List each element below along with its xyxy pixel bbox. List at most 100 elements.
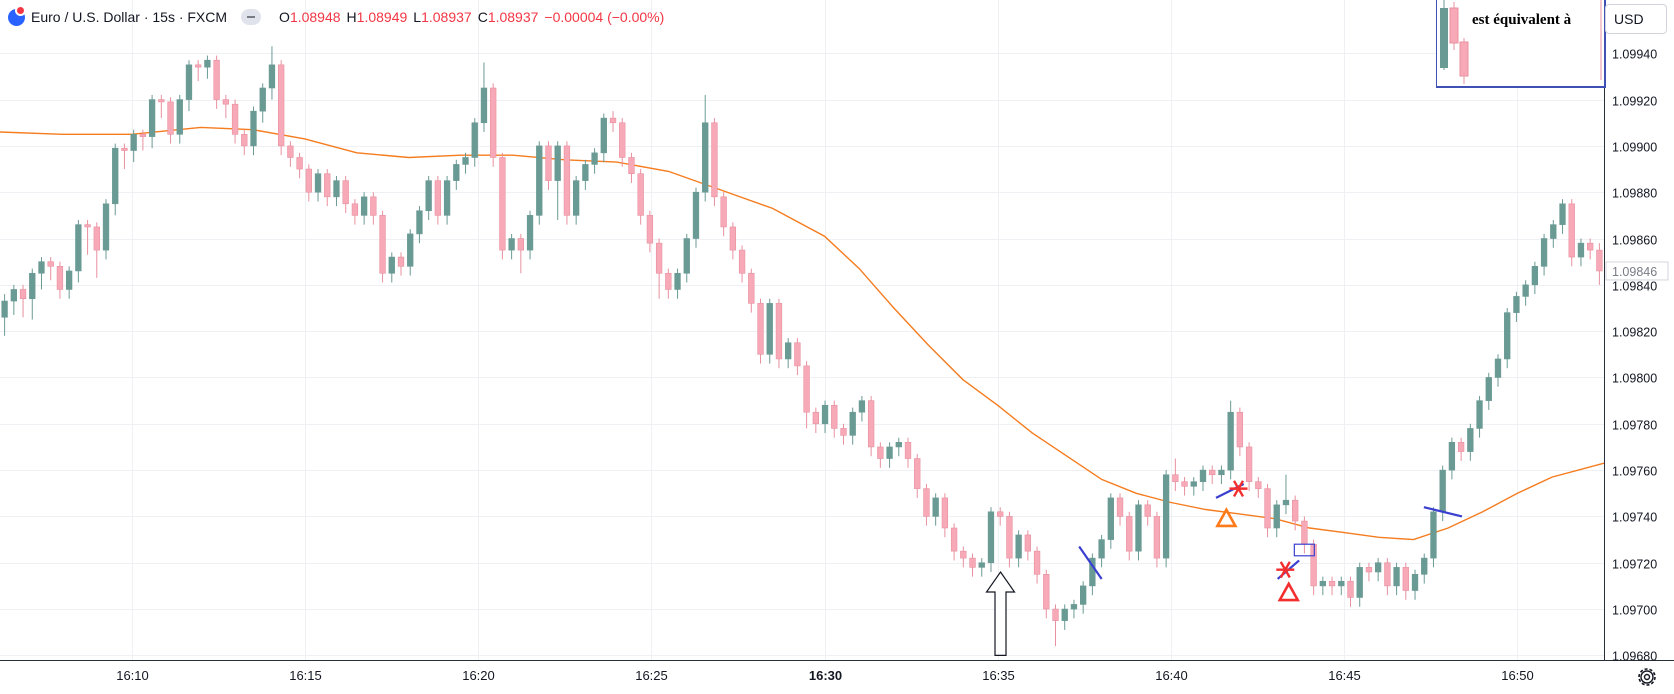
- candle: [93, 222, 100, 278]
- candle: [158, 94, 165, 119]
- candle: [1255, 477, 1262, 498]
- candle-body: [416, 210, 423, 235]
- candle: [517, 233, 524, 274]
- symbol-title[interactable]: Euro / U.S. Dollar · 15s · FXCM: [31, 9, 228, 25]
- candle: [139, 129, 147, 151]
- candle: [38, 257, 45, 290]
- candle-body: [56, 266, 64, 290]
- candle: [1356, 562, 1363, 607]
- candle: [1559, 199, 1566, 234]
- candle-body: [674, 272, 681, 290]
- candle: [1577, 238, 1585, 267]
- candle: [1522, 280, 1529, 306]
- candle-body: [932, 497, 939, 517]
- candle: [1550, 220, 1557, 248]
- ohlc-low-value: 1.08937: [421, 9, 472, 25]
- candle: [148, 94, 156, 149]
- candle: [1457, 437, 1465, 461]
- candle: [1061, 604, 1068, 630]
- candle: [674, 268, 681, 299]
- candle-body: [1199, 469, 1207, 482]
- candle-body: [185, 64, 193, 100]
- candle-body: [1485, 377, 1492, 401]
- candle: [867, 396, 875, 457]
- candle: [1273, 500, 1280, 538]
- x-tick-label: 16:30: [809, 668, 842, 683]
- candle-body: [222, 99, 230, 105]
- candle-body: [1338, 580, 1345, 587]
- chart-settings-gear-icon[interactable]: [1636, 666, 1658, 688]
- candle-body: [1282, 499, 1290, 506]
- price-axis[interactable]: 1.09940 1.09920 1.09900 1.09880 1.09860 1.098…: [1605, 48, 1669, 664]
- candle: [969, 553, 976, 577]
- candle: [462, 152, 469, 174]
- candle: [259, 83, 266, 123]
- candle: [278, 60, 285, 156]
- candle-body: [213, 59, 220, 100]
- candle-body: [259, 87, 266, 112]
- candle: [1476, 396, 1483, 438]
- candle: [1024, 530, 1032, 561]
- candle-body: [1393, 567, 1400, 587]
- candle-body: [886, 446, 893, 459]
- candle-body: [287, 145, 294, 158]
- candle: [572, 176, 580, 225]
- candle: [831, 400, 838, 438]
- candle-body: [1587, 242, 1594, 251]
- candle-body: [628, 157, 635, 174]
- candle-body: [29, 272, 36, 300]
- candle-body: [821, 404, 829, 425]
- candle-body: [738, 249, 746, 274]
- candle: [1540, 233, 1548, 276]
- candle: [1328, 576, 1336, 596]
- candle: [195, 60, 202, 82]
- candle-body: [582, 164, 589, 181]
- candle: [683, 233, 690, 283]
- candle-body: [1504, 312, 1511, 360]
- candle-body: [342, 180, 349, 205]
- moving-average-layer: [0, 126, 1605, 541]
- star-stroke: [1232, 480, 1245, 498]
- candle-body: [278, 64, 285, 147]
- candle-body: [1319, 580, 1326, 587]
- candle: [222, 94, 230, 119]
- x-tick-label: 16:45: [1328, 668, 1361, 683]
- candle: [1448, 437, 1456, 480]
- candle: [960, 546, 967, 568]
- candle: [1411, 569, 1419, 600]
- y-tick-label: 1.09860: [1612, 234, 1657, 248]
- candle: [821, 400, 829, 434]
- candle: [536, 141, 543, 225]
- candle: [499, 152, 506, 260]
- candle: [167, 97, 174, 144]
- candle-body: [1116, 497, 1124, 517]
- candle-body: [1568, 203, 1575, 258]
- candle: [1144, 500, 1151, 526]
- candle: [19, 284, 27, 318]
- candle-body: [1328, 580, 1336, 587]
- candle-body: [1292, 499, 1299, 522]
- x-tick-label: 16:40: [1155, 668, 1188, 683]
- candle-body: [333, 180, 340, 198]
- ohlc-high-value: 1.08949: [356, 9, 408, 25]
- candle: [1126, 511, 1133, 561]
- candle: [665, 268, 672, 299]
- candle-body: [1513, 296, 1520, 313]
- candle: [10, 284, 17, 315]
- annotation-box[interactable]: [1436, 0, 1606, 88]
- candle-body: [102, 203, 110, 251]
- candle: [1596, 243, 1603, 285]
- collapse-legend-button[interactable]: [241, 9, 262, 25]
- candle: [1421, 553, 1428, 584]
- candle: [1033, 546, 1041, 584]
- candle-body: [720, 196, 727, 228]
- candle-body: [766, 303, 773, 355]
- candle: [932, 493, 939, 526]
- currency-select-button[interactable]: USD: [1605, 4, 1667, 34]
- time-axis[interactable]: 16:10 16:15 16:20 16:25 16:30 16:35 16:40 16:45…: [116, 668, 1534, 683]
- candle-body: [969, 557, 976, 568]
- x-tick-label: 16:50: [1501, 668, 1534, 683]
- candle-body: [250, 110, 257, 147]
- candle-body: [1384, 562, 1391, 587]
